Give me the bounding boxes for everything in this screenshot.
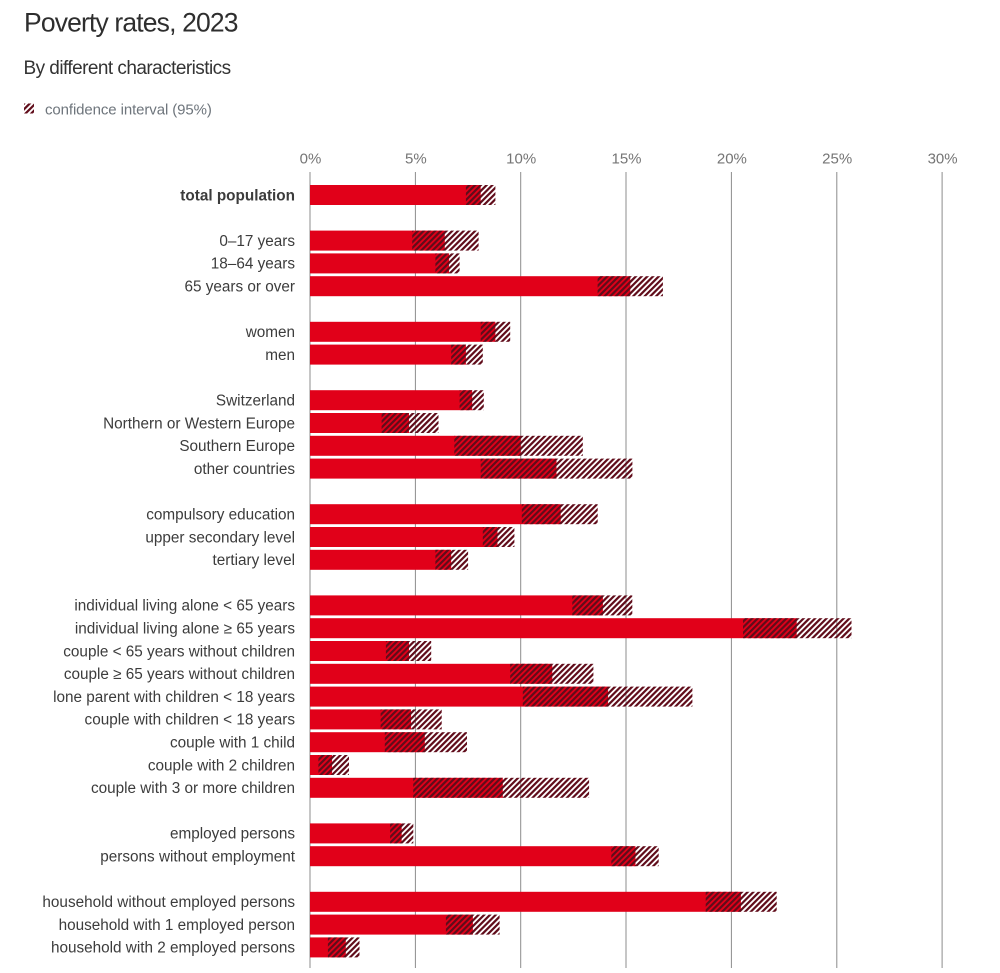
svg-text:Southern Europe: Southern Europe — [179, 438, 295, 455]
svg-text:women: women — [245, 324, 295, 341]
svg-text:persons without employment: persons without employment — [100, 849, 295, 866]
svg-text:household with 2 employed pers: household with 2 employed persons — [51, 940, 295, 957]
svg-text:0%: 0% — [300, 151, 322, 168]
svg-text:30%: 30% — [928, 151, 958, 168]
svg-text:Poverty rates, 2023: Poverty rates, 2023 — [24, 8, 238, 38]
svg-text:lone parent with children < 18: lone parent with children < 18 years — [53, 689, 295, 706]
svg-text:couple < 65 years without chil: couple < 65 years without children — [63, 643, 295, 660]
svg-text:couple with 1 child: couple with 1 child — [170, 735, 295, 752]
svg-text:individual living alone < 65 y: individual living alone < 65 years — [74, 598, 295, 615]
svg-text:upper secondary level: upper secondary level — [145, 529, 295, 546]
svg-text:Switzerland: Switzerland — [216, 393, 295, 410]
svg-text:0–17 years: 0–17 years — [219, 233, 295, 250]
svg-text:couple ≥ 65 years without chil: couple ≥ 65 years without children — [64, 666, 295, 683]
svg-text:couple with children < 18 year: couple with children < 18 years — [85, 712, 296, 729]
svg-text:10%: 10% — [506, 151, 536, 168]
svg-text:individual living alone ≥ 65 y: individual living alone ≥ 65 years — [75, 621, 295, 638]
svg-text:By different characteristics: By different characteristics — [24, 58, 231, 79]
svg-text:household with 1 employed pers: household with 1 employed person — [59, 917, 295, 934]
svg-text:couple with 3 or more children: couple with 3 or more children — [91, 780, 295, 797]
svg-text:employed persons: employed persons — [170, 826, 295, 843]
svg-text:other countries: other countries — [194, 461, 296, 478]
svg-text:15%: 15% — [611, 151, 641, 168]
svg-text:Northern or Western Europe: Northern or Western Europe — [103, 415, 295, 432]
svg-text:65 years or over: 65 years or over — [184, 279, 295, 296]
svg-text:tertiary level: tertiary level — [213, 552, 295, 569]
svg-text:20%: 20% — [717, 151, 747, 168]
svg-text:5%: 5% — [405, 151, 427, 168]
svg-text:couple with 2 children: couple with 2 children — [148, 757, 295, 774]
svg-text:total population: total population — [180, 187, 295, 204]
svg-text:men: men — [265, 347, 295, 364]
svg-text:confidence interval (95%): confidence interval (95%) — [45, 102, 212, 119]
svg-text:compulsory education: compulsory education — [146, 507, 295, 524]
svg-text:25%: 25% — [822, 151, 852, 168]
svg-text:18–64 years: 18–64 years — [211, 256, 296, 273]
svg-text:household without employed per: household without employed persons — [42, 894, 295, 911]
